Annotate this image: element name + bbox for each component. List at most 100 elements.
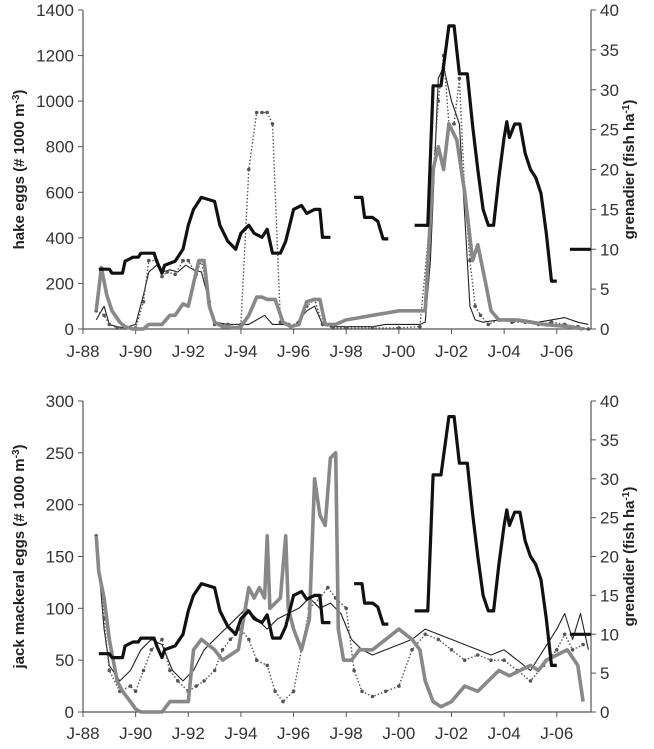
series-dotted-thin-point — [291, 689, 296, 694]
x-tick-label: J-92 — [172, 342, 205, 361]
series-dotted-thin-point — [370, 326, 375, 330]
y2-axis-label: grenadier (fish ha-1) — [621, 100, 639, 240]
series-gray-thick-line — [94, 122, 584, 331]
series-dotted-thin-point — [128, 684, 133, 688]
y-tick-label: 600 — [46, 183, 74, 202]
x-tick-label: J-92 — [172, 724, 205, 743]
y2-tick-label: 35 — [600, 41, 619, 60]
y-tick-label: 1400 — [36, 1, 74, 20]
series-grenadier-line — [98, 582, 331, 660]
y2-tick-label: 30 — [600, 470, 619, 489]
series-dotted-thin-point — [149, 648, 154, 652]
series-dotted-thin-point — [476, 653, 480, 657]
series-dotted-thin-point — [502, 658, 506, 662]
series-grenadier-line — [414, 24, 557, 283]
y-axis-label: hake eggs (# 1000 m-3) — [11, 90, 29, 250]
series-dotted-thin-point — [462, 658, 467, 662]
series-dotted-thin-point — [186, 258, 191, 263]
series-dotted-thin-point — [449, 648, 454, 652]
series-dotted-thin-point — [160, 637, 164, 642]
y2-axis-label: grenadier (fish ha-1) — [621, 487, 639, 627]
x-tick-label: J-06 — [540, 342, 573, 361]
x-tick-label: J-02 — [435, 724, 468, 743]
series-dotted-thin-point — [570, 648, 575, 652]
y2-tick-label: 10 — [600, 625, 619, 644]
y-axis-label: jack mackeral eggs (# 1000 m-3) — [11, 444, 29, 669]
x-tick-label: J-00 — [382, 342, 415, 361]
series-dotted-thin-point — [173, 272, 177, 277]
jack-mackerel-chart: 0 50 100 150 200 250 300 0 5 10 15 20 25 30 35 40 J-88 J-… — [11, 392, 639, 743]
y2-tick-label: 35 — [600, 431, 619, 450]
series-dotted-thin-point — [265, 663, 270, 668]
series-dotted-thin-point — [141, 668, 146, 673]
series-dotted-thin-point — [165, 270, 169, 274]
series-grenadier-line — [414, 415, 557, 667]
x-tick-label: J-04 — [488, 724, 521, 743]
series-dotted-thin-point — [555, 648, 559, 652]
series-dotted-thin-point — [344, 326, 349, 330]
hake-chart: 0 200 400 600 800 1000 1200 1400 0 5 10 15 20 25 30 35 4… — [11, 1, 639, 361]
y-tick-label: 200 — [46, 496, 74, 515]
y2-tick-label: 15 — [600, 200, 619, 219]
series-dotted-thin-point — [102, 313, 106, 318]
series-dotted-thin-point — [549, 320, 554, 325]
series-dotted-thin-point — [331, 326, 335, 330]
series-grenadier-line — [98, 195, 331, 275]
series-dotted-thin-point — [586, 327, 591, 331]
y-tick-label: 300 — [46, 392, 74, 411]
series-dotted-thin-point — [360, 689, 364, 694]
series-thin-line — [95, 66, 589, 329]
series-dotted-thin-point — [344, 606, 349, 611]
series-dotted-thin-line — [95, 54, 589, 330]
series-dotted-thin-point — [247, 167, 251, 172]
y-tick-label: 0 — [65, 703, 74, 722]
series-dotted-thin-point — [141, 299, 146, 304]
y2-tick-label: 40 — [600, 392, 619, 411]
series-dotted-thin-point — [352, 668, 356, 673]
y2-tick-label: 20 — [600, 548, 619, 567]
x-tick-label: J-98 — [330, 342, 363, 361]
y2-tick-label: 25 — [600, 121, 619, 140]
series-dotted-thin-point — [281, 699, 285, 704]
series-dotted-thin-line — [95, 535, 584, 703]
y2-tick-label: 15 — [600, 586, 619, 605]
x-tick-label: J-00 — [382, 724, 415, 743]
series-dotted-thin-point — [247, 637, 251, 642]
series-dotted-thin-point — [176, 679, 180, 683]
series-dotted-thin-point — [160, 274, 164, 279]
series-dotted-thin-point — [270, 122, 275, 126]
series-dotted-thin-point — [452, 122, 456, 126]
series-dotted-thin-point — [457, 76, 462, 81]
series-dotted-thin-point — [273, 689, 277, 694]
series-dotted-thin-point — [410, 648, 414, 652]
y2-tick-label: 40 — [600, 1, 619, 20]
series-dotted-thin-point — [581, 642, 585, 647]
series-dotted-thin-point — [147, 258, 151, 263]
series-dotted-thin-point — [423, 632, 428, 637]
series-dotted-thin-point — [194, 684, 198, 688]
x-tick-label: J-88 — [66, 724, 99, 743]
series-dotted-thin-point — [478, 313, 483, 318]
series-dotted-thin-point — [528, 679, 533, 683]
x-tick-label: J-04 — [488, 342, 521, 361]
y2-tick-label: 5 — [600, 280, 609, 299]
series-dotted-thin-point — [418, 324, 422, 329]
x-tick-label: J-90 — [119, 342, 152, 361]
y-tick-label: 50 — [55, 651, 74, 670]
y-tick-label: 400 — [46, 229, 74, 248]
series-dotted-thin-point — [370, 694, 375, 699]
y2-tick-label: 0 — [600, 320, 609, 339]
y-tick-label: 1200 — [36, 47, 74, 66]
x-tick-label: J-94 — [224, 724, 257, 743]
series-grenadier-line — [354, 195, 389, 241]
series-dotted-thin-point — [115, 326, 119, 330]
y-tick-label: 1000 — [36, 92, 74, 111]
x-tick-label: J-96 — [277, 342, 310, 361]
y2-tick-label: 25 — [600, 509, 619, 528]
y-tick-label: 800 — [46, 138, 74, 157]
series-dotted-thin-point — [260, 110, 264, 115]
series-dotted-thin-point — [254, 110, 259, 115]
x-tick-label: J-98 — [330, 724, 363, 743]
series-dotted-thin-point — [107, 322, 112, 327]
